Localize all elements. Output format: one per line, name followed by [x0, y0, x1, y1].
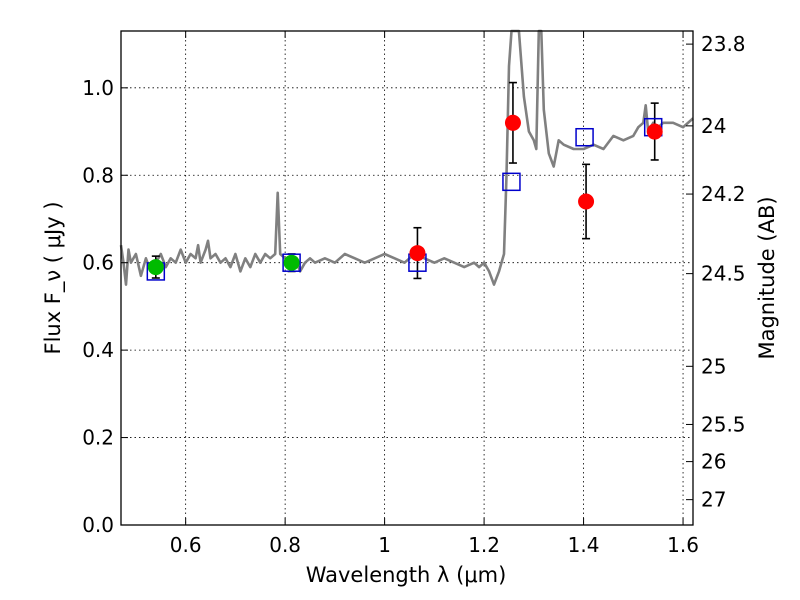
observed-nir-point — [578, 193, 595, 210]
axis-ticks: 0.6 0.8 1 1.2 1.4 1.6 0.0 0.2 0.4 0.6 0.8 1.0 23.8 24… — [82, 31, 746, 557]
y-tick-label: 0.0 — [82, 513, 114, 537]
y-tick-label: 0.8 — [82, 163, 114, 187]
x-tick-label: 1.4 — [568, 533, 600, 557]
y2-tick-label: 24.5 — [701, 262, 746, 286]
observed-optical-point — [147, 259, 164, 276]
observed-nir-point — [409, 245, 426, 262]
model-photometry-square — [282, 253, 301, 272]
model-photometry-square — [575, 127, 594, 147]
y-tick-label: 0.4 — [82, 338, 114, 362]
x-tick-label: 1 — [378, 533, 391, 557]
y-tick-label: 0.6 — [82, 251, 114, 275]
y-axis-label: Flux F_ν ( μJy ) — [41, 201, 66, 354]
grid-lines — [121, 31, 693, 526]
observed-nir-point — [504, 114, 521, 131]
y2-tick-label: 23.8 — [701, 32, 746, 56]
y2-tick-label: 24.2 — [701, 182, 746, 206]
data-markers — [146, 114, 663, 281]
x-tick-label: 1.2 — [468, 533, 500, 557]
spectrum-line — [119, 29, 694, 286]
y2-tick-label: 24 — [701, 114, 726, 138]
y2-tick-label: 27 — [701, 488, 726, 512]
y2-axis-label: Magnitude (AB) — [755, 196, 779, 359]
error-bars — [151, 81, 659, 280]
model-photometry-square — [502, 172, 521, 192]
x-tick-label: 0.6 — [170, 533, 202, 557]
model-spectrum — [119, 29, 694, 286]
y-tick-label: 0.2 — [82, 426, 114, 450]
x-axis-label: Wavelength λ (μm) — [306, 563, 507, 587]
y-tick-label: 1.0 — [82, 76, 114, 100]
y2-tick-label: 25.5 — [701, 412, 746, 436]
x-tick-label: 1.6 — [667, 533, 699, 557]
plot-frame — [120, 30, 694, 526]
y2-tick-label: 25 — [701, 354, 726, 378]
observed-nir-point — [646, 123, 663, 140]
x-tick-label: 0.8 — [269, 533, 301, 557]
observed-optical-point — [283, 254, 300, 271]
y2-tick-label: 26 — [701, 450, 726, 474]
